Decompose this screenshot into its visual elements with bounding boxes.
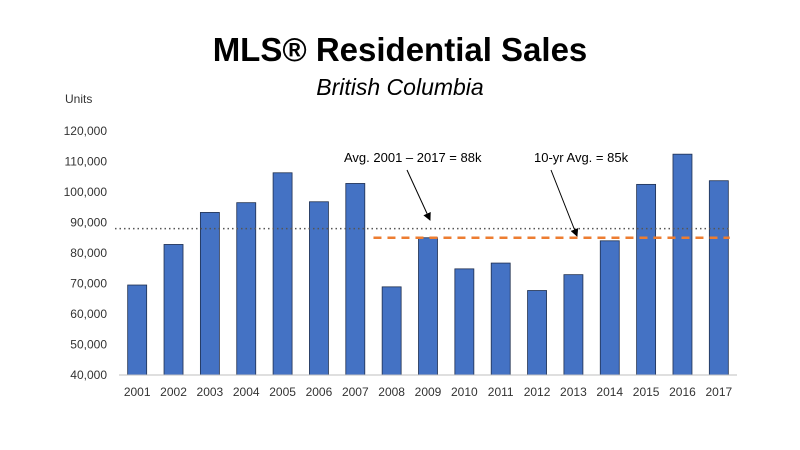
bar-2009 (418, 237, 438, 376)
x-tick-label: 2016 (669, 385, 696, 399)
bar-2010 (454, 268, 475, 376)
x-tick-label: 2011 (488, 385, 514, 399)
y-tick-label: 60,000 (70, 307, 107, 321)
x-tick-label: 2008 (378, 385, 405, 399)
y-tick-label: 100,000 (64, 185, 108, 199)
annotation-label-ten-year-avg: 10-yr Avg. = 85k (534, 150, 629, 165)
x-tick-label: 2009 (415, 385, 442, 399)
y-tick-label: 90,000 (70, 216, 107, 230)
x-tick-label: 2006 (306, 385, 333, 399)
bar-2007 (345, 183, 366, 376)
bar-2016 (672, 153, 693, 376)
x-axis-ticks: 2001 2002 2003 2004 2005 2006 2007 2008 2009 2010… (124, 385, 733, 399)
x-tick-label: 2012 (524, 385, 551, 399)
annotation-arrow-ten-year-avg (550, 169, 579, 237)
x-tick-label: 2002 (160, 385, 187, 399)
chart-title: MLS® Residential Sales (212, 31, 588, 68)
x-tick-label: 2005 (269, 385, 296, 399)
bar-2005 (272, 172, 293, 376)
bar-2003 (199, 212, 220, 376)
bar-2017 (708, 180, 729, 376)
bar-2012 (527, 290, 547, 376)
x-tick-label: 2017 (705, 385, 732, 399)
y-axis-ticks: 40,000 50,000 60,000 70,000 80,000 90,000 100,… (64, 124, 108, 382)
x-tick-label: 2013 (560, 385, 587, 399)
x-tick-label: 2015 (633, 385, 660, 399)
y-tick-label: 50,000 (70, 338, 107, 352)
x-tick-label: 2001 (124, 385, 151, 399)
annotation-arrow-avg-2001-2017 (406, 169, 431, 221)
y-tick-label: 40,000 (70, 368, 107, 382)
y-tick-label: 120,000 (64, 124, 108, 138)
annotations: Avg. 2001 – 2017 = 88k 10-yr Avg. = 85k (344, 150, 629, 237)
bar-2008 (381, 286, 402, 376)
annotation-label-avg-2001-2017: Avg. 2001 – 2017 = 88k (344, 150, 482, 165)
y-tick-label: 110,000 (65, 155, 108, 169)
bar-2013 (563, 274, 584, 376)
bar-2015 (636, 183, 657, 376)
chart-subtitle: British Columbia (316, 74, 484, 100)
y-axis-label: Units (65, 92, 92, 106)
y-tick-label: 80,000 (70, 246, 107, 260)
x-tick-label: 2003 (197, 385, 224, 399)
x-tick-label: 2004 (233, 385, 260, 399)
x-tick-label: 2010 (451, 385, 478, 399)
x-tick-label: 2014 (596, 385, 623, 399)
bar-2002 (163, 244, 184, 376)
bar-2001 (127, 284, 148, 376)
x-tick-label: 2007 (342, 385, 369, 399)
bar-2006 (309, 201, 329, 376)
bar-series (127, 153, 729, 376)
reference-lines (115, 227, 730, 239)
bar-2011 (490, 262, 511, 376)
bar-2014 (599, 240, 620, 376)
y-tick-label: 70,000 (70, 277, 107, 291)
